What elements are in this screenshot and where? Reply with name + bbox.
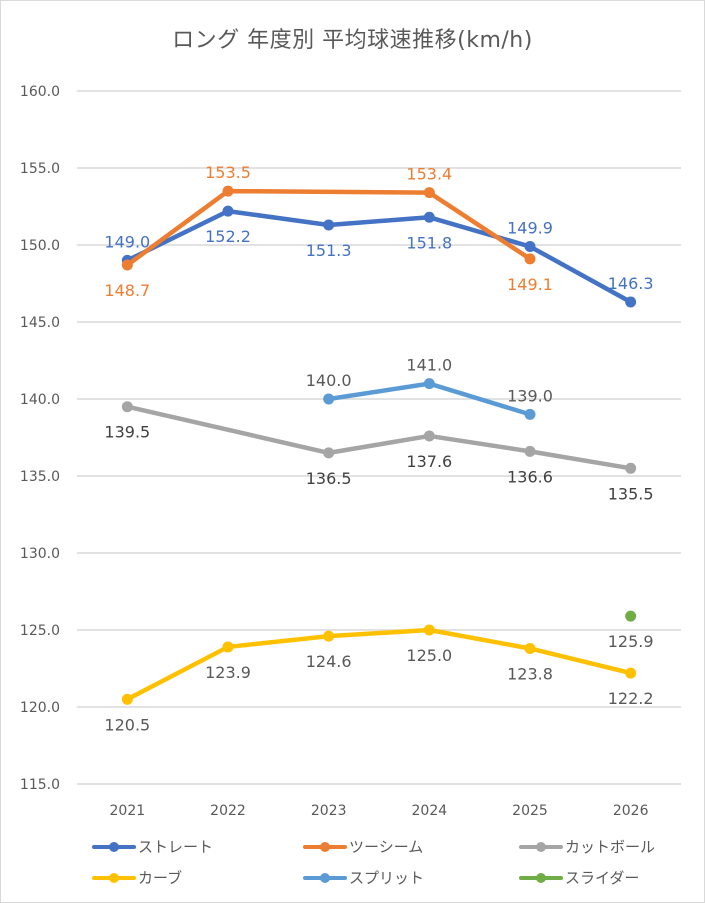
y-tick-label: 160.0 [20, 84, 60, 100]
y-axis-ticks: 160.0 155.0 150.0 145.0 140.0 135.0 130.0 125.0… [20, 84, 60, 793]
data-label: 122.2 [608, 689, 654, 708]
data-point [524, 253, 536, 265]
data-point [423, 211, 435, 223]
y-tick-label: 130.0 [20, 546, 60, 562]
data-label: 136.5 [306, 469, 352, 488]
legend-label: カットボール [565, 838, 656, 856]
data-point [524, 642, 536, 654]
legend: ストレート ツーシーム カットボールカーブ スプリット スライダー [0, 836, 705, 896]
y-tick-label: 125.0 [20, 623, 60, 639]
data-label: 151.3 [306, 241, 352, 260]
data-label: 146.3 [608, 274, 654, 293]
data-label: 149.9 [507, 219, 553, 238]
data-point [625, 462, 637, 474]
series-lines [121, 185, 637, 705]
data-label: 136.6 [507, 467, 553, 486]
x-tick-label: 2023 [311, 803, 347, 819]
data-label: 124.6 [306, 652, 352, 671]
legend-item: ツーシーム [303, 836, 423, 857]
legend-item: スプリット [303, 867, 424, 888]
legend-swatch-icon [519, 840, 563, 854]
data-label: 125.9 [608, 632, 654, 651]
data-label: 123.8 [507, 664, 553, 683]
legend-item: スライダー [519, 867, 639, 888]
data-point [524, 445, 536, 457]
series-line [125, 208, 633, 305]
data-point [323, 447, 335, 459]
data-point [423, 624, 435, 636]
series-line [125, 404, 633, 471]
data-label: 123.9 [205, 663, 251, 682]
series-line [125, 188, 533, 268]
data-label: 140.0 [306, 371, 352, 390]
series-line [125, 627, 633, 702]
y-tick-label: 155.0 [20, 161, 60, 177]
data-label: 152.2 [205, 227, 251, 246]
data-point [423, 378, 435, 390]
data-label: 153.5 [205, 163, 251, 182]
x-tick-label: 2025 [512, 803, 548, 819]
data-point [121, 259, 133, 271]
data-point [323, 393, 335, 405]
data-label: 141.0 [406, 356, 452, 375]
data-point [423, 430, 435, 442]
data-point [625, 610, 637, 622]
data-point [323, 630, 335, 642]
data-label: 149.0 [104, 232, 150, 251]
x-tick-label: 2022 [210, 803, 246, 819]
legend-label: カーブ [138, 869, 183, 887]
data-label: 120.5 [104, 715, 150, 734]
y-tick-label: 150.0 [20, 238, 60, 254]
y-tick-label: 145.0 [20, 315, 60, 331]
legend-item: カーブ [92, 867, 182, 888]
data-point [524, 241, 536, 253]
legend-label: スプリット [349, 869, 425, 887]
legend-swatch-icon [92, 871, 136, 885]
data-point [222, 185, 234, 197]
y-tick-label: 115.0 [20, 777, 60, 793]
data-point [625, 296, 637, 308]
legend-item: カットボール [519, 836, 655, 857]
legend-swatch-icon [519, 871, 563, 885]
x-tick-label: 2024 [412, 803, 448, 819]
data-point [423, 187, 435, 199]
x-tick-label: 2026 [613, 803, 649, 819]
x-tick-label: 2021 [110, 803, 146, 819]
data-point [323, 219, 335, 231]
y-tick-label: 120.0 [20, 700, 60, 716]
data-label: 149.1 [507, 275, 553, 294]
data-label: 137.6 [406, 452, 452, 471]
y-tick-label: 140.0 [20, 392, 60, 408]
legend-item: ストレート [92, 836, 213, 857]
legend-swatch-icon [303, 871, 347, 885]
data-point [222, 641, 234, 653]
data-label: 139.5 [104, 423, 150, 442]
legend-label: ツーシーム [349, 838, 424, 856]
legend-label: スライダー [565, 869, 640, 887]
data-label: 151.8 [406, 233, 452, 252]
data-point [222, 205, 234, 217]
data-label: 139.0 [507, 386, 553, 405]
data-point [625, 667, 637, 679]
y-tick-label: 135.0 [20, 469, 60, 485]
gridlines [77, 90, 681, 785]
data-label: 153.4 [406, 165, 452, 184]
legend-swatch-icon [92, 840, 136, 854]
data-point [121, 401, 133, 413]
data-label: 148.7 [104, 281, 150, 300]
data-point [121, 693, 133, 705]
chart-title: ロング 年度別 平均球速推移(km/h) [172, 28, 533, 53]
x-axis-ticks: 2021 2022 2023 2024 2025 2026 [110, 803, 649, 819]
legend-label: ストレート [138, 838, 214, 856]
data-label: 125.0 [406, 646, 452, 665]
data-point [524, 408, 536, 420]
data-labels: 149.0 152.2 151.3 151.8 149.9 146.3 148.7 153.5… [104, 163, 653, 734]
legend-swatch-icon [303, 840, 347, 854]
data-label: 135.5 [608, 484, 654, 503]
